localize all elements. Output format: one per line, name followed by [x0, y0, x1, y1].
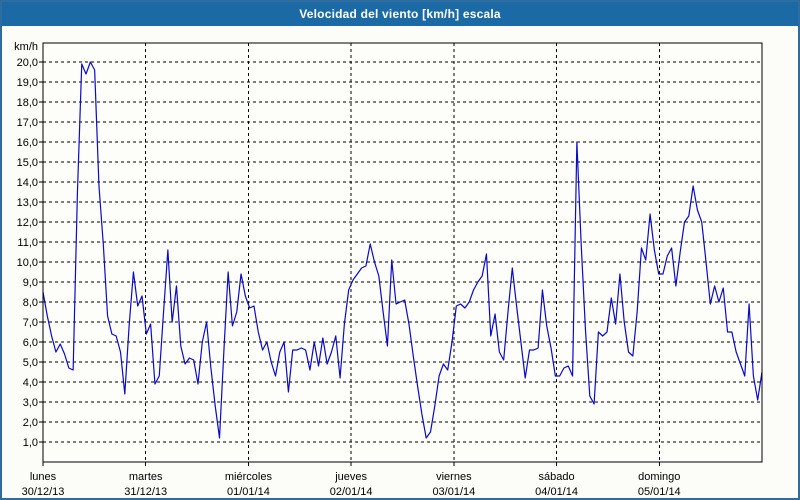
x-day-label: miércoles: [225, 471, 273, 483]
y-tick-label: 3,0: [23, 397, 38, 409]
x-day-label: sábado: [539, 471, 575, 483]
y-tick-label: 4,0: [23, 377, 38, 389]
y-tick-label: 10,0: [17, 257, 38, 269]
y-tick-label: 18,0: [17, 97, 38, 109]
y-tick-label: 11,0: [17, 237, 38, 249]
y-tick-label: 17,0: [17, 117, 38, 129]
y-tick-label: 8,0: [23, 297, 38, 309]
x-day-label: viernes: [436, 471, 472, 483]
y-tick-label: 19,0: [17, 77, 38, 89]
x-day-label: jueves: [334, 471, 367, 483]
y-tick-label: 14,0: [17, 177, 38, 189]
wind-speed-line: [42, 61, 763, 439]
y-tick-label: 5,0: [23, 357, 38, 369]
y-tick-label: 9,0: [23, 277, 38, 289]
x-day-label: lunes: [30, 471, 57, 483]
x-date-label: 01/01/14: [227, 486, 270, 498]
x-date-label: 05/01/14: [638, 486, 681, 498]
y-tick-label: 2,0: [23, 417, 38, 429]
x-date-label: 04/01/14: [535, 486, 578, 498]
x-date-label: 03/01/14: [432, 486, 475, 498]
x-day-label: domingo: [638, 471, 680, 483]
x-date-label: 30/12/13: [22, 486, 65, 498]
y-tick-label: 16,0: [17, 137, 38, 149]
y-axis-unit-label: km/h: [14, 41, 38, 53]
plot-background: [43, 43, 762, 462]
y-tick-label: 13,0: [17, 197, 38, 209]
y-tick-label: 7,0: [23, 317, 38, 329]
x-date-label: 02/01/14: [330, 486, 373, 498]
y-tick-label: 1,0: [23, 437, 38, 449]
window-title: Velocidad del viento [km/h] escala: [2, 2, 798, 26]
plot-border: [42, 42, 763, 463]
y-tick-label: 12,0: [17, 217, 38, 229]
y-tick-label: 15,0: [17, 157, 38, 169]
x-day-label: martes: [129, 471, 163, 483]
y-tick-label: 20,0: [17, 57, 38, 69]
x-date-label: 31/12/13: [124, 486, 167, 498]
y-tick-label: 6,0: [23, 337, 38, 349]
